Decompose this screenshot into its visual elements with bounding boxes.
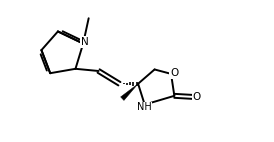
Text: O: O	[192, 92, 201, 102]
Text: NH: NH	[137, 103, 152, 112]
Text: O: O	[170, 68, 178, 78]
Text: N: N	[81, 37, 89, 47]
Polygon shape	[121, 84, 138, 100]
